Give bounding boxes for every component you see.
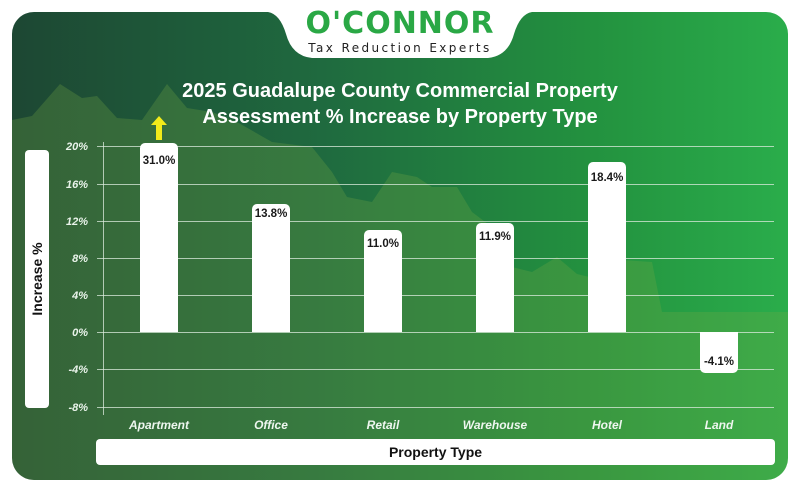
- gridline-zero: [97, 332, 774, 333]
- x-tick-label: Land: [704, 418, 734, 432]
- gridline: [97, 407, 774, 408]
- bar-land: [700, 332, 738, 373]
- bar-hotel: [588, 162, 626, 332]
- y-tick: 0%: [72, 327, 88, 339]
- y-tick: 4%: [72, 290, 88, 302]
- brand-logo: O'CONNOR: [305, 6, 495, 41]
- x-tick-label: Retail: [366, 418, 400, 432]
- x-axis-title: Property Type: [388, 444, 483, 460]
- value-label: -4.1%: [703, 356, 735, 368]
- x-tick-label: Office: [254, 418, 288, 432]
- logo-tab: [268, 0, 532, 58]
- chart-title-line-1: 2025 Guadalupe County Commercial Propert…: [182, 80, 618, 102]
- y-tick: 8%: [72, 253, 88, 265]
- brand-tagline: Tax Reduction Experts: [308, 41, 492, 55]
- gridline: [97, 258, 774, 259]
- y-tick: 12%: [65, 216, 88, 228]
- y-axis-title-box: [25, 150, 49, 408]
- gridline: [97, 221, 774, 222]
- bar-apartment: [140, 143, 178, 332]
- value-label: 18.4%: [590, 172, 624, 184]
- bar-office: [252, 204, 290, 332]
- gridline: [97, 184, 774, 185]
- chart-title-line-2: Assessment % Increase by Property Type: [202, 106, 598, 128]
- value-label: 13.8%: [254, 208, 288, 220]
- value-label: 11.9%: [479, 231, 511, 243]
- value-label: 31.0%: [142, 155, 176, 167]
- x-tick-label: Apartment: [128, 418, 189, 432]
- y-axis-line: [103, 142, 104, 415]
- bar-warehouse: [476, 223, 514, 332]
- x-tick-label: Warehouse: [462, 418, 528, 432]
- y-tick: -4%: [68, 364, 88, 376]
- y-tick: 16%: [65, 179, 88, 191]
- x-tick-label: Hotel: [592, 418, 622, 432]
- y-tick: -8%: [68, 402, 88, 414]
- gridline: [97, 146, 774, 147]
- value-label: 11.0%: [367, 238, 399, 250]
- x-axis-title-box: [96, 439, 775, 465]
- y-axis-title: Increase %: [29, 242, 45, 316]
- overflow-up-arrow-icon: [151, 116, 167, 140]
- bar-retail: [364, 230, 402, 332]
- y-tick: 20%: [65, 141, 88, 153]
- gridline: [97, 369, 774, 370]
- gridline: [97, 295, 774, 296]
